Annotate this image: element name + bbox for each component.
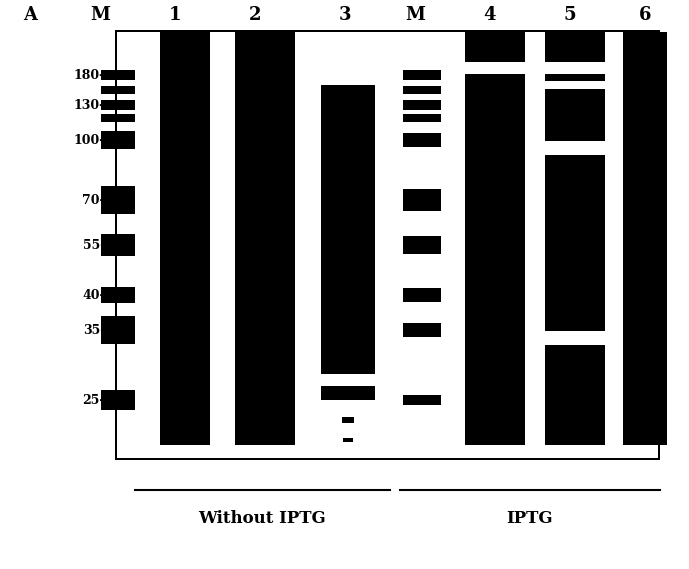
Text: 35-: 35- <box>83 324 105 336</box>
Text: 70-: 70- <box>83 193 105 207</box>
Text: 100-: 100- <box>74 134 105 146</box>
Text: 180-: 180- <box>74 68 105 81</box>
Text: A: A <box>23 6 37 24</box>
Text: 6: 6 <box>639 6 651 24</box>
Text: 4: 4 <box>484 6 496 24</box>
Text: 55-: 55- <box>83 238 105 251</box>
Text: 3: 3 <box>339 6 351 24</box>
Text: 40-: 40- <box>83 288 105 302</box>
Text: M: M <box>405 6 425 24</box>
Text: 130-: 130- <box>74 98 105 112</box>
Text: IPTG: IPTG <box>506 510 553 527</box>
Text: 2: 2 <box>249 6 261 24</box>
Text: 5: 5 <box>564 6 576 24</box>
Text: 25-: 25- <box>83 394 105 406</box>
Text: M: M <box>90 6 110 24</box>
Text: Without IPTG: Without IPTG <box>198 510 327 527</box>
Text: 1: 1 <box>169 6 181 24</box>
